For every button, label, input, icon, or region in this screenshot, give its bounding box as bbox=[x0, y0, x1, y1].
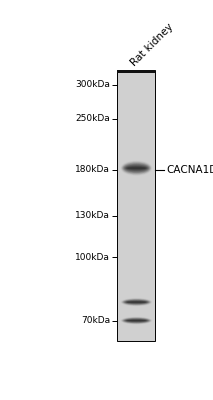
Ellipse shape bbox=[121, 298, 152, 306]
Ellipse shape bbox=[125, 165, 148, 171]
Text: 70kDa: 70kDa bbox=[81, 316, 110, 325]
Ellipse shape bbox=[122, 299, 151, 306]
Ellipse shape bbox=[121, 161, 152, 175]
Ellipse shape bbox=[126, 166, 147, 170]
Ellipse shape bbox=[125, 164, 148, 172]
Ellipse shape bbox=[122, 162, 150, 174]
Ellipse shape bbox=[127, 168, 145, 169]
Ellipse shape bbox=[124, 318, 149, 323]
Ellipse shape bbox=[125, 319, 148, 322]
Ellipse shape bbox=[126, 301, 147, 303]
Text: Rat kidney: Rat kidney bbox=[128, 22, 175, 68]
Ellipse shape bbox=[125, 300, 148, 304]
Ellipse shape bbox=[122, 299, 150, 305]
Text: CACNA1D: CACNA1D bbox=[166, 165, 213, 175]
Ellipse shape bbox=[122, 318, 150, 324]
Ellipse shape bbox=[125, 300, 148, 304]
Ellipse shape bbox=[127, 320, 146, 321]
Ellipse shape bbox=[120, 160, 153, 176]
Text: 130kDa: 130kDa bbox=[75, 211, 110, 220]
Text: 100kDa: 100kDa bbox=[75, 253, 110, 262]
Ellipse shape bbox=[123, 163, 150, 173]
Ellipse shape bbox=[124, 300, 149, 304]
Ellipse shape bbox=[120, 298, 153, 306]
Ellipse shape bbox=[120, 317, 153, 324]
Ellipse shape bbox=[121, 317, 152, 324]
Ellipse shape bbox=[127, 167, 146, 170]
Ellipse shape bbox=[123, 300, 150, 305]
Ellipse shape bbox=[124, 164, 149, 172]
Bar bbox=[117, 70, 155, 73]
Text: 250kDa: 250kDa bbox=[75, 114, 110, 123]
Ellipse shape bbox=[126, 320, 147, 322]
Ellipse shape bbox=[122, 317, 151, 324]
Ellipse shape bbox=[127, 320, 145, 321]
Ellipse shape bbox=[123, 318, 150, 323]
Ellipse shape bbox=[122, 162, 151, 174]
Text: 300kDa: 300kDa bbox=[75, 80, 110, 90]
Ellipse shape bbox=[125, 319, 148, 322]
Text: 180kDa: 180kDa bbox=[75, 165, 110, 174]
Ellipse shape bbox=[127, 301, 146, 303]
Bar bbox=[117, 70, 155, 341]
